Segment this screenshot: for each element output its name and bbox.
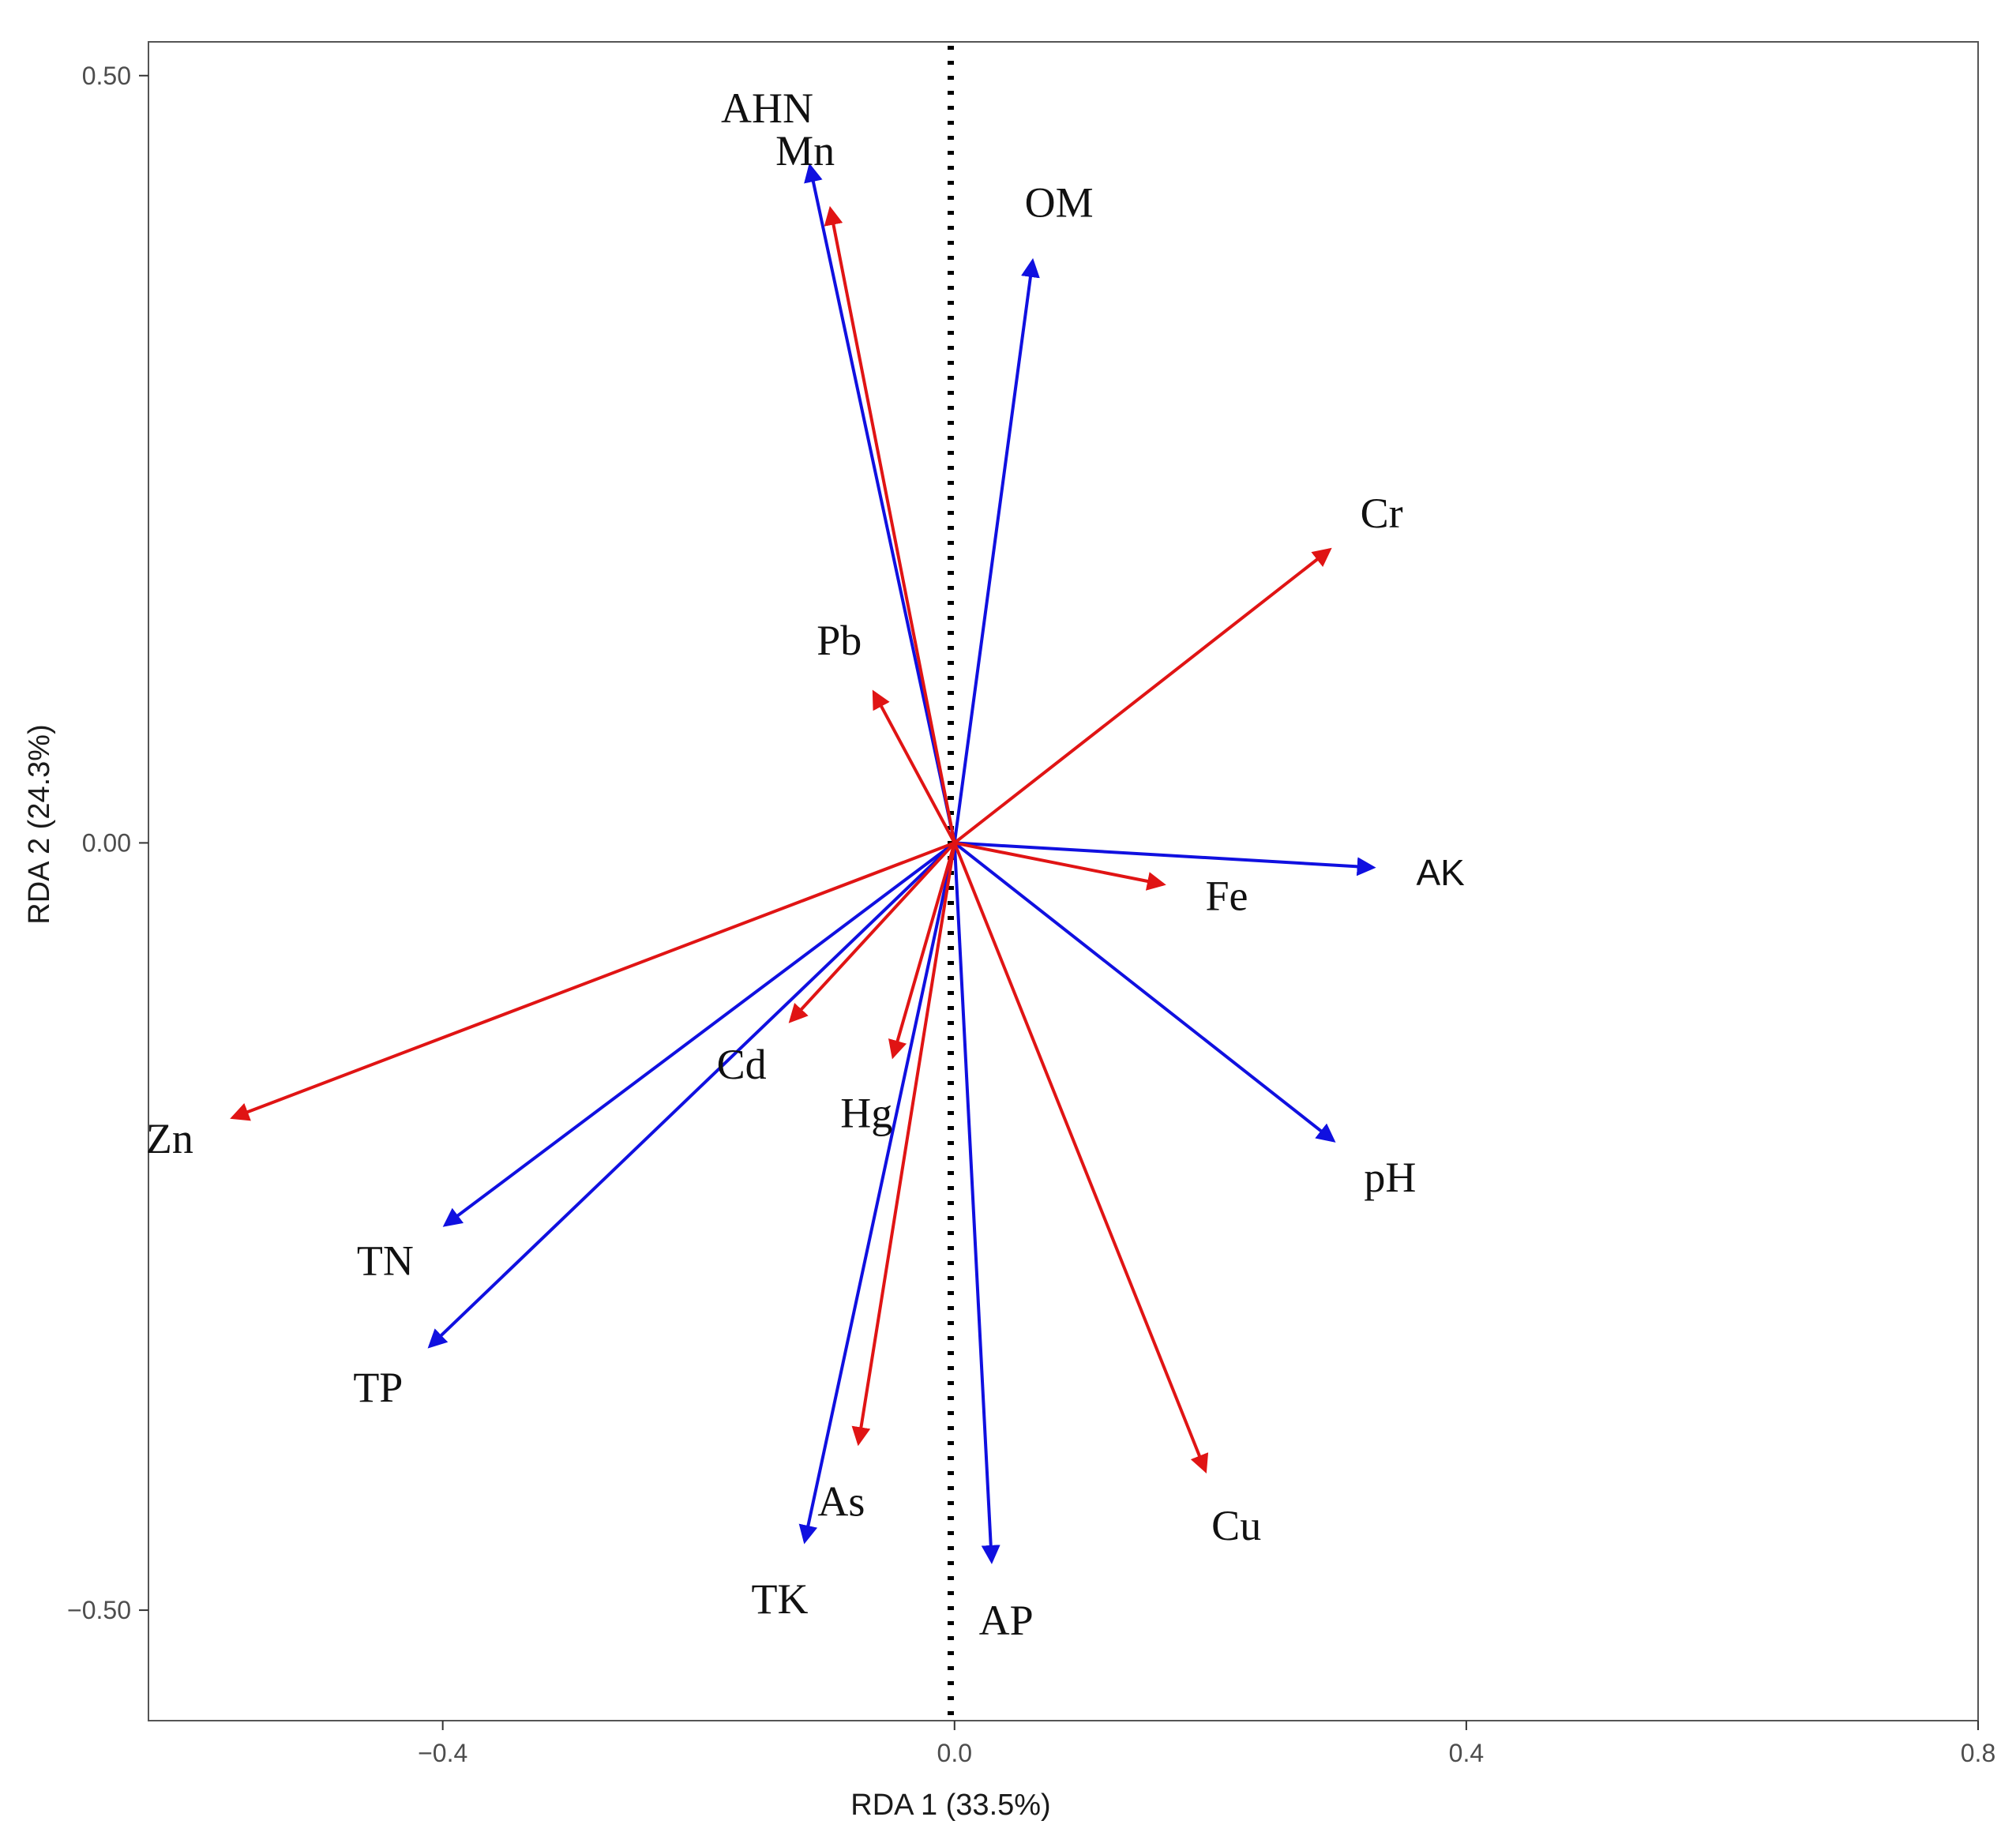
vector-cu (952, 842, 1209, 1473)
vector-ap (952, 843, 1000, 1564)
vector-as (851, 843, 956, 1447)
plot-panel (148, 41, 1979, 1721)
vector-pb (872, 689, 956, 844)
vector-om (952, 257, 1040, 843)
y-tick-label: −0.50 (67, 1596, 131, 1624)
vector-label-tp: TP (353, 1364, 403, 1411)
vector-label-layer: AHN OM AK pH AP TK TP TN Mn Cr Pb Fe Cu As Hg Cd Zn (146, 84, 1465, 1644)
vector-label-tk: TK (751, 1575, 808, 1623)
x-tick-label: 0.8 (1961, 1739, 1995, 1767)
vector-label-ahn: AHN (721, 84, 813, 132)
x-tick-label: 0.0 (937, 1739, 972, 1767)
x-axis-title: RDA 1 (33.5%) (850, 1789, 1050, 1822)
vector-label-zn: Zn (146, 1115, 193, 1162)
vector-label-ap: AP (979, 1597, 1034, 1644)
y-tick-label: 0.50 (82, 62, 131, 90)
vector-label-cd: Cd (717, 1041, 767, 1088)
vector-tk (798, 842, 956, 1545)
vector-fe (954, 841, 1166, 891)
x-tick-label: −0.4 (418, 1739, 467, 1767)
vector-label-ph: pH (1364, 1154, 1416, 1201)
vector-label-om: OM (1025, 179, 1094, 227)
tick-layer: −0.4 0.0 0.4 0.8 −0.50 0.00 0.50 (67, 62, 1995, 1767)
vector-label-as: As (817, 1477, 865, 1525)
vector-label-cr: Cr (1361, 490, 1403, 537)
vector-mn (824, 205, 956, 843)
vector-label-ak: AK (1416, 852, 1465, 893)
vector-label-tn: TN (357, 1237, 414, 1284)
vector-tp (427, 841, 956, 1349)
vector-label-pb: Pb (817, 617, 862, 664)
vector-cd (788, 842, 956, 1023)
x-tick-label: 0.4 (1449, 1739, 1484, 1767)
y-axis-title: RDA 2 (24.3%) (23, 724, 56, 924)
vector-ak (954, 841, 1376, 877)
vector-cr (953, 547, 1332, 844)
vector-ph (953, 841, 1336, 1143)
vector-label-cu: Cu (1211, 1502, 1261, 1549)
vector-zn (230, 841, 955, 1121)
vector-layer (230, 163, 1376, 1564)
vector-hg (888, 842, 956, 1060)
vector-label-mn: Mn (775, 127, 835, 175)
vector-label-fe: Fe (1205, 873, 1248, 920)
vector-label-hg: Hg (840, 1090, 892, 1137)
vector-ahn (804, 163, 956, 843)
y-tick-label: 0.00 (82, 828, 131, 857)
vector-tn (442, 841, 955, 1227)
